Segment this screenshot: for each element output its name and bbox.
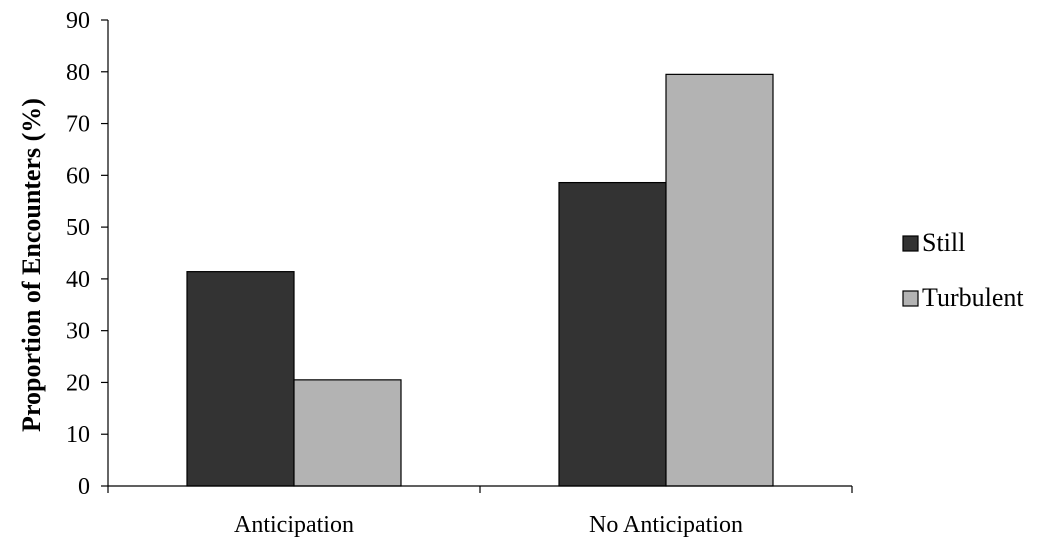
bar-still-anticipation	[186, 271, 295, 487]
x-axis-ticks: Anticipation No Anticipation	[107, 486, 853, 538]
y-tick-label: 90	[66, 8, 90, 34]
legend-swatch-still	[902, 235, 919, 252]
legend-swatch-turbulent	[902, 290, 919, 307]
y-tick-label: 50	[66, 215, 90, 241]
legend-label-turbulent: Turbulent	[922, 283, 1024, 312]
y-tick-label: 0	[78, 474, 90, 500]
y-axis-title: Proportion of Encounters (%)	[17, 98, 46, 432]
y-tick-label: 10	[66, 422, 90, 448]
y-tick-label: 30	[66, 319, 90, 345]
bar-group	[186, 73, 774, 487]
y-tick-label: 40	[66, 267, 90, 293]
y-tick-label: 80	[66, 60, 90, 86]
bar-still-no-anticipation	[558, 181, 667, 487]
legend: Still Turbulent	[902, 228, 1024, 312]
y-tick-label: 20	[66, 370, 90, 396]
y-tick-label: 60	[66, 163, 90, 189]
legend-label-still: Still	[922, 228, 965, 257]
bar-turbulent-anticipation	[293, 379, 402, 487]
y-axis-ticks: 0 10 20 30 40 50 60 70 80 90	[66, 8, 108, 500]
bar-turbulent-no-anticipation	[665, 73, 774, 487]
y-tick-label: 70	[66, 112, 90, 138]
x-category-label: No Anticipation	[589, 512, 743, 538]
x-category-label: Anticipation	[234, 512, 354, 538]
